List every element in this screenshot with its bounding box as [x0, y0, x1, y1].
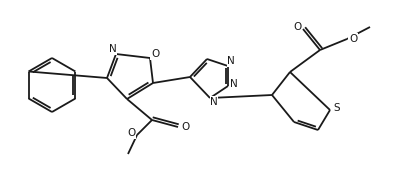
Text: N: N: [109, 44, 117, 54]
Text: O: O: [349, 34, 357, 44]
Text: N: N: [210, 97, 218, 107]
Text: N: N: [227, 56, 235, 66]
Text: N: N: [230, 79, 238, 89]
Text: O: O: [127, 128, 135, 138]
Text: S: S: [333, 103, 340, 113]
Text: O: O: [151, 49, 159, 59]
Text: O: O: [181, 122, 189, 132]
Text: O: O: [293, 22, 301, 32]
